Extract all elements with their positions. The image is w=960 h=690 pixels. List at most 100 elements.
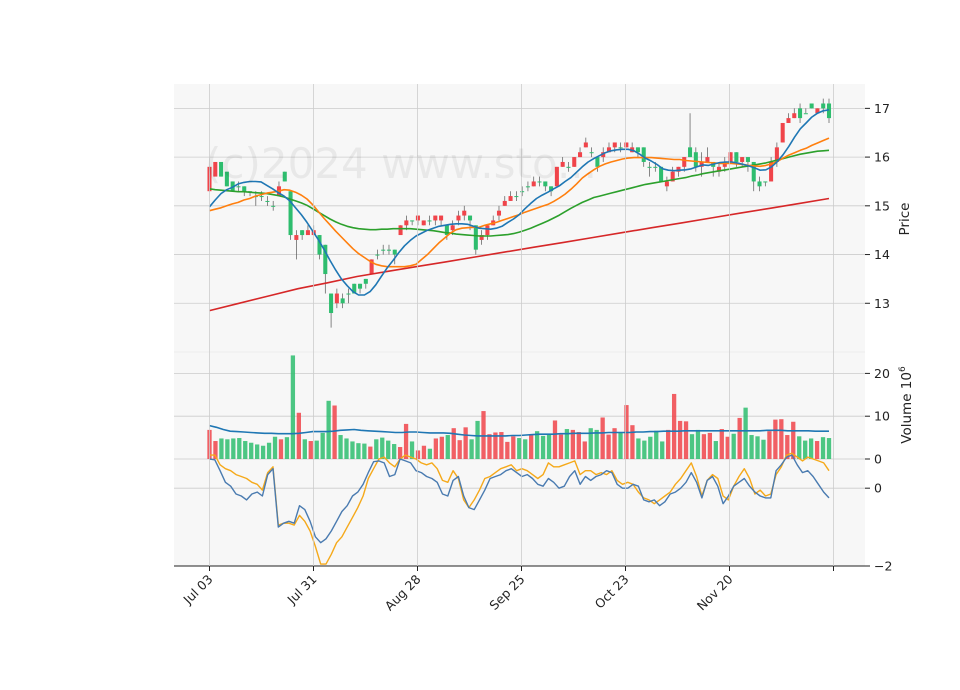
volume-bar xyxy=(314,440,319,459)
volume-bar xyxy=(344,438,349,459)
candle-body xyxy=(236,186,241,188)
volume-bar xyxy=(642,440,647,459)
candle-body xyxy=(647,166,652,168)
x-tick-label: Nov 20 xyxy=(694,571,736,613)
candle-body xyxy=(444,225,449,236)
volume-bar xyxy=(231,438,236,459)
candle-body xyxy=(774,147,779,162)
price-tick-label: 15 xyxy=(874,198,890,213)
volume-bar xyxy=(433,438,439,459)
candle-body xyxy=(404,220,409,226)
candle-body xyxy=(514,196,519,198)
volume-bar xyxy=(266,442,272,459)
volume-bar xyxy=(677,420,683,459)
volume-bar xyxy=(666,429,671,459)
volume-bar xyxy=(582,441,587,459)
candle-body xyxy=(554,166,559,187)
volume-bar xyxy=(356,443,361,459)
volume-bar xyxy=(755,436,760,459)
volume-bar xyxy=(219,438,224,459)
volume-bar xyxy=(523,439,528,459)
volume-bar xyxy=(463,427,468,459)
candle-body xyxy=(566,166,571,168)
volume-bar xyxy=(249,442,254,459)
volume-bar xyxy=(439,436,444,459)
ma-200-line xyxy=(209,197,830,312)
candle-body xyxy=(578,152,583,158)
candle-body xyxy=(525,186,530,188)
candle-body xyxy=(462,210,467,216)
candle-body xyxy=(305,230,310,236)
volume-bar xyxy=(260,445,266,459)
candle-body xyxy=(433,215,438,221)
candle-body xyxy=(606,147,612,153)
volume-tick-label: 0 xyxy=(874,452,882,467)
volume-bar xyxy=(600,417,605,459)
volume-bar xyxy=(564,429,570,459)
candle-body xyxy=(323,244,328,275)
volume-bar xyxy=(785,435,790,459)
volume-bar xyxy=(773,419,778,459)
candle-body xyxy=(334,293,339,304)
volume-bar xyxy=(552,420,558,459)
candle-body xyxy=(664,181,669,187)
candle-body xyxy=(716,166,722,172)
volume-bar xyxy=(451,428,456,459)
candle-body xyxy=(653,166,658,168)
candle-body xyxy=(734,152,739,162)
volume-bar xyxy=(320,432,325,459)
volume-bar xyxy=(648,436,653,459)
volume-bar xyxy=(803,440,808,459)
volume-axis-label: Volume 106 xyxy=(898,366,915,444)
volume-bar xyxy=(808,438,814,459)
candle-body xyxy=(213,161,218,177)
candle-body xyxy=(798,108,803,119)
candle-body xyxy=(786,118,791,123)
candle-body xyxy=(381,249,386,251)
volume-bar xyxy=(362,443,367,459)
candle-body xyxy=(224,171,229,187)
candle-body xyxy=(682,157,687,167)
osc-signal-line xyxy=(209,452,830,565)
osc-tick-label: −2 xyxy=(874,559,892,574)
volume-bar xyxy=(797,436,802,459)
volume-bar xyxy=(570,429,576,459)
x-tick-label: Oct 23 xyxy=(592,572,632,612)
volume-tick-label: 20 xyxy=(874,366,890,381)
candle-body xyxy=(386,249,392,251)
candle-body xyxy=(358,283,363,289)
candle-body xyxy=(485,225,490,236)
candle-body xyxy=(618,147,623,149)
candle-body xyxy=(792,113,797,119)
candle-body xyxy=(439,215,444,221)
volume-axis-label-exponent: 6 xyxy=(898,366,908,372)
volume-axis-label-text: Volume 10 xyxy=(899,372,915,444)
candle-body xyxy=(693,152,698,167)
candle-body xyxy=(421,220,426,226)
x-tick-label: Jul 03 xyxy=(180,572,216,608)
volume-bar xyxy=(731,433,736,459)
candle-body xyxy=(705,157,710,162)
volume-bar xyxy=(296,412,301,459)
volume-bar xyxy=(654,430,659,459)
candle-body xyxy=(427,220,432,222)
volume-bar xyxy=(558,434,564,459)
candle-body xyxy=(282,171,287,182)
volume-bar xyxy=(403,423,409,459)
candle-body xyxy=(757,181,762,187)
volume-bar xyxy=(737,417,742,459)
volume-bar xyxy=(243,441,248,459)
candle-body xyxy=(763,181,768,183)
x-tick-label: Aug 28 xyxy=(382,571,424,613)
candle-body xyxy=(410,220,415,222)
volume-bar xyxy=(743,407,748,459)
candle-body xyxy=(745,157,750,162)
candle-body xyxy=(595,157,600,167)
candle-body xyxy=(583,142,588,148)
volume-bar xyxy=(326,400,331,459)
candle-body xyxy=(288,191,293,236)
candle-body xyxy=(688,147,693,158)
volume-bar xyxy=(660,441,665,459)
candle-body xyxy=(468,215,473,221)
volume-bar xyxy=(683,421,689,459)
